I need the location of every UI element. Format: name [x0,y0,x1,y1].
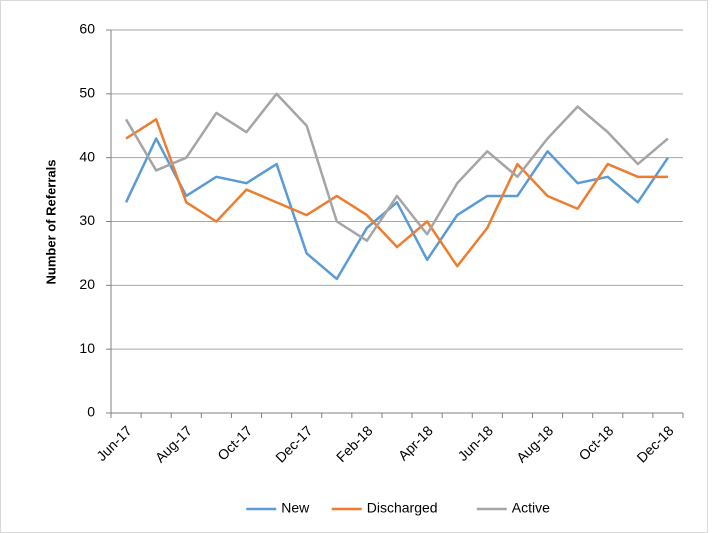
y-axis-label: Number of Referrals [43,160,58,285]
y-tick-label: 0 [87,404,95,420]
y-tick-label: 60 [79,21,95,37]
legend-label: Discharged [367,500,438,516]
y-tick-label: 40 [79,148,95,164]
y-tick-label: 10 [79,340,95,356]
y-tick-label: 50 [79,85,95,101]
series-line [124,92,669,242]
y-tick-label: 20 [79,276,95,292]
legend-label: Active [512,500,550,516]
series-line [124,137,669,281]
legend-label: New [281,500,310,516]
series-line [125,118,668,268]
y-tick-label: 30 [79,212,95,228]
